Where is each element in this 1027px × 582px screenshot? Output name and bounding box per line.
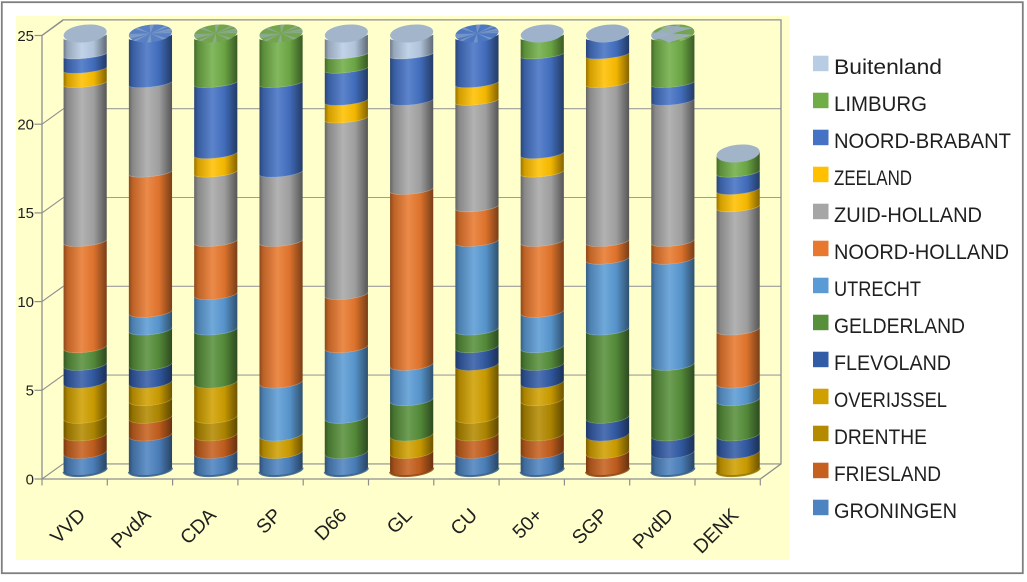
svg-text:FLEVOLAND: FLEVOLAND [834, 352, 951, 375]
svg-text:LIMBURG: LIMBURG [834, 93, 927, 116]
svg-text:ZUID-HOLLAND: ZUID-HOLLAND [834, 204, 982, 227]
svg-text:25: 25 [17, 28, 34, 45]
svg-text:0: 0 [26, 471, 34, 488]
svg-text:5: 5 [26, 383, 34, 400]
svg-text:NOORD-HOLLAND: NOORD-HOLLAND [834, 241, 1009, 264]
svg-text:NOORD-BRABANT: NOORD-BRABANT [834, 130, 1011, 153]
svg-text:GELDERLAND: GELDERLAND [834, 315, 965, 338]
svg-text:OVERIJSSEL: OVERIJSSEL [834, 389, 947, 412]
svg-text:FRIESLAND: FRIESLAND [834, 463, 941, 486]
svg-text:ZEELAND: ZEELAND [834, 167, 912, 190]
svg-text:DRENTHE: DRENTHE [834, 426, 927, 449]
svg-text:20: 20 [17, 117, 34, 134]
svg-text:15: 15 [17, 205, 34, 222]
svg-text:UTRECHT: UTRECHT [834, 278, 921, 301]
svg-text:GRONINGEN: GRONINGEN [834, 500, 957, 523]
svg-text:10: 10 [17, 294, 34, 311]
svg-text:Buitenland: Buitenland [834, 56, 942, 79]
